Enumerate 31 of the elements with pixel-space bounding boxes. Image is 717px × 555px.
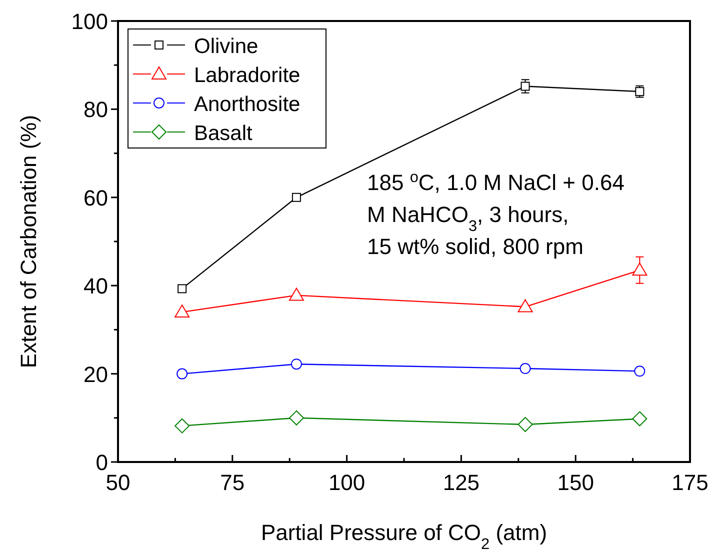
annotation: 185 $^{o}$C, 1.0 M NaCl + 0.64 M NaHCO$_{3}$, 3 hours, 15 wt% solid, 800 rpm <box>367 168 624 259</box>
x-tick-label: 175 <box>672 470 708 495</box>
point <box>288 288 304 301</box>
point <box>632 411 648 426</box>
y-axis-title: Extent of Carbonation (%) <box>16 114 41 368</box>
point <box>518 299 533 312</box>
point <box>632 262 648 276</box>
point <box>174 418 190 434</box>
point <box>174 304 190 318</box>
x-tick-label: 125 <box>442 470 480 495</box>
x-tick-label: 150 <box>557 470 594 495</box>
y-tick-label: 20 <box>84 362 108 387</box>
x-tick-label: 75 <box>220 470 245 495</box>
point <box>288 410 304 426</box>
y-tick-label: 80 <box>84 97 108 122</box>
legend-label: Olivine <box>194 35 258 58</box>
y-tick-label: 60 <box>84 185 108 210</box>
legend-label: Basalt <box>194 122 253 145</box>
point <box>634 366 646 377</box>
y-tick-label: 40 <box>84 274 108 299</box>
legend-label: Labradorite <box>194 64 300 87</box>
y-tick-label: 100 <box>71 9 108 34</box>
point <box>176 368 188 380</box>
x-axis-title: Partial Pressure of CO$_{2}$ (atm) <box>260 520 548 552</box>
legend-label: Anorthosite <box>194 93 300 116</box>
x-tick-label: 100 <box>328 470 366 495</box>
point <box>290 358 302 370</box>
point <box>520 363 531 374</box>
point <box>518 417 533 432</box>
x-tick-label: 50 <box>106 470 130 495</box>
y-tick-label: 0 <box>96 450 108 475</box>
